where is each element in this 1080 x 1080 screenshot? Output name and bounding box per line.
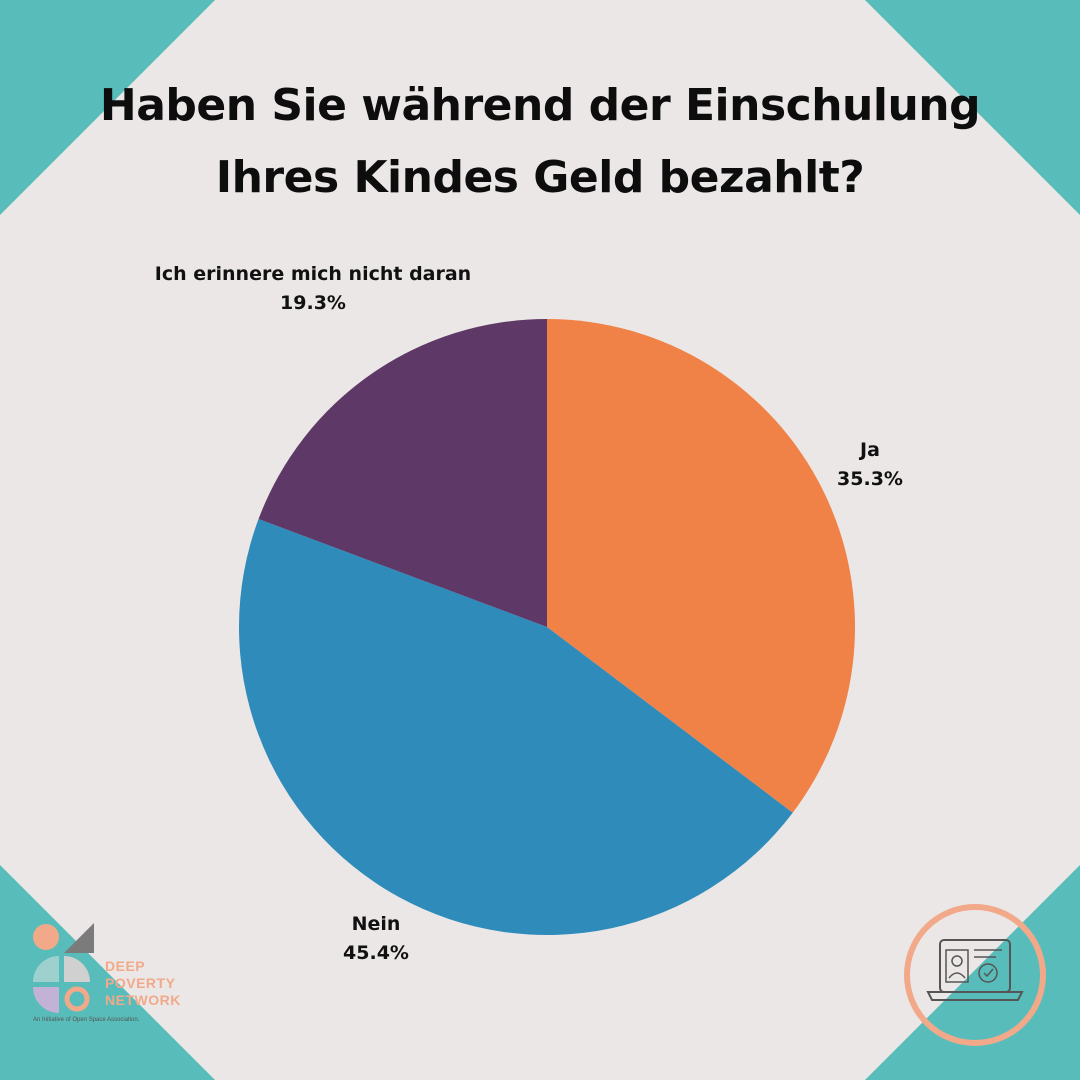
deep-poverty-network-logo: DEEP POVERTY NETWORK An Initiative of Op… xyxy=(30,920,230,1030)
logo-line-1: DEEP xyxy=(105,958,146,974)
slice-label-value: 45.4% xyxy=(343,942,409,964)
corner-bottom-left xyxy=(0,865,215,1080)
slice-label-name: Ich erinnere mich nicht daran xyxy=(154,263,472,285)
pie-slice-0 xyxy=(547,319,855,813)
laptop-id-check-icon xyxy=(904,904,1046,1046)
slice-label-name: Ja xyxy=(860,439,880,461)
pie-slice-1 xyxy=(238,519,793,936)
slice-label-1: Nein 45.4% xyxy=(343,910,409,968)
corner-bottom-right xyxy=(865,865,1080,1080)
logo-line-2: POVERTY xyxy=(105,975,176,991)
chart-title: Haben Sie während der Einschulung Ihres … xyxy=(99,80,981,203)
corner-top-right xyxy=(865,0,1080,215)
slice-label-2: Ich erinnere mich nicht daran 19.3% xyxy=(155,260,471,318)
slice-label-name: Nein xyxy=(351,913,401,935)
logo-mark-icon xyxy=(33,923,94,1013)
logo-line-3: NETWORK xyxy=(105,992,181,1008)
slice-label-0: Ja 35.3% xyxy=(837,436,903,494)
slice-label-value: 19.3% xyxy=(280,292,346,314)
pie-slice-2 xyxy=(258,319,547,627)
logo-tagline: An Initiative of Open Space Association. xyxy=(33,1017,140,1023)
corner-top-left xyxy=(0,0,215,215)
slice-label-value: 35.3% xyxy=(837,468,903,490)
